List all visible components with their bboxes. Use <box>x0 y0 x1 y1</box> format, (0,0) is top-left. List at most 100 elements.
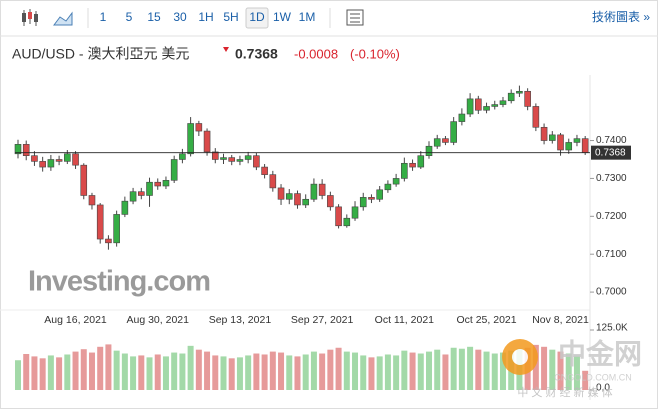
volume-bar <box>228 358 235 390</box>
candle-body <box>491 104 499 107</box>
y-tick-label: 0.7200 <box>596 211 627 222</box>
volume-bar <box>47 355 54 390</box>
volume-bar <box>286 355 293 390</box>
volume-bar <box>384 354 391 390</box>
candle-body <box>581 138 589 153</box>
candle-body <box>532 106 540 128</box>
volume-bar <box>532 344 539 390</box>
tech-chart-link[interactable]: 技術圖表 » <box>592 10 650 24</box>
candle-body <box>244 155 252 160</box>
volume-bar <box>582 370 589 390</box>
volume-bar <box>360 355 367 390</box>
volume-bar <box>475 349 482 390</box>
y-tick-label: 0.7300 <box>596 173 627 184</box>
interval-button[interactable]: 5H <box>223 10 238 24</box>
logo-domain: CNGOLD.COM.CN <box>554 372 632 382</box>
volume-bar <box>458 348 465 390</box>
candle-body <box>458 113 466 122</box>
candle-body <box>228 157 236 162</box>
candle-body <box>302 198 310 206</box>
candle-body <box>417 155 425 168</box>
interval-bar: 1 5 15 30 1H 5H 1D 1W 1M <box>100 7 316 29</box>
candle-body <box>359 197 367 208</box>
logo-name: 中金网 <box>558 337 642 369</box>
interval-button[interactable]: 30 <box>173 10 187 24</box>
volume-bar <box>261 354 268 390</box>
candle-body <box>88 195 96 206</box>
candle-body <box>425 145 433 156</box>
interval-button[interactable]: 1 <box>100 10 107 24</box>
volume-bar <box>31 356 38 390</box>
down-arrow <box>223 47 229 52</box>
volume-bar <box>278 352 285 390</box>
candle-body <box>105 238 112 244</box>
x-tick-label: Oct 11, 2021 <box>375 314 435 326</box>
volume-bar <box>146 357 153 390</box>
symbol: AUD/USD - 澳大利亞元 美元 <box>12 46 189 62</box>
candle-body <box>466 98 474 115</box>
candle-body <box>220 157 227 160</box>
candle-body <box>327 195 334 208</box>
volume-bar <box>171 352 178 390</box>
x-tick-label: Aug 30, 2021 <box>126 314 189 326</box>
price: 0.7368 <box>235 46 278 62</box>
candle-body <box>368 197 375 200</box>
area-icon[interactable] <box>53 11 73 26</box>
volume-bar <box>269 351 276 390</box>
candle-body <box>211 151 219 160</box>
watermark: Investing.com <box>28 266 210 298</box>
candle-body <box>47 159 55 168</box>
volume-bar <box>541 346 548 390</box>
volume-bar <box>335 347 342 390</box>
candle-body <box>392 178 400 185</box>
interval-button[interactable]: 5 <box>126 10 133 24</box>
volume-bar <box>442 354 449 390</box>
candle-body <box>170 159 178 181</box>
candle-body <box>384 183 392 191</box>
volume-bar <box>220 356 227 390</box>
table-icon[interactable] <box>346 9 364 26</box>
candle-body <box>335 206 342 227</box>
volume-bar <box>491 353 498 390</box>
candle-body <box>129 191 137 202</box>
candle-body <box>450 121 457 143</box>
candle-icon[interactable] <box>22 9 38 26</box>
interval-button[interactable]: 1W <box>273 10 292 24</box>
interval-button[interactable]: 1H <box>198 10 213 24</box>
volume-bar <box>253 353 260 390</box>
volume-bar <box>302 354 309 390</box>
volume-bar <box>64 354 71 390</box>
interval-active <box>245 7 269 29</box>
candle-body <box>540 126 548 141</box>
candle-body <box>96 204 104 240</box>
interval-button[interactable]: 1M <box>299 10 316 24</box>
volume-bar <box>368 357 375 390</box>
volume-bar <box>352 352 359 390</box>
candle-body <box>277 187 285 200</box>
volume-bar <box>23 354 30 390</box>
logo: 中金网 CNGOLD.COM.CN 中 文 财 经 新 媒 体 <box>502 337 642 399</box>
volume-bar <box>121 353 128 390</box>
candle-body <box>310 183 318 200</box>
candle-body <box>401 162 408 179</box>
volume-bar <box>417 353 424 390</box>
last-price-label: 0.7368 <box>595 147 626 158</box>
volume-bar <box>113 350 120 390</box>
interval-button[interactable]: 15 <box>147 10 161 24</box>
candle-body <box>524 90 531 107</box>
candle-body <box>22 144 30 156</box>
candle-body <box>483 106 490 111</box>
volume-bar <box>162 356 169 390</box>
volume-tick-label: 0.0 <box>596 383 610 394</box>
x-tick-label: Oct 25, 2021 <box>456 314 516 326</box>
candle-body <box>195 123 203 132</box>
volume-bar <box>130 356 137 390</box>
candle-body <box>236 159 244 162</box>
interval-button[interactable]: 1D <box>249 10 265 24</box>
y-tick-label: 0.7400 <box>596 135 627 146</box>
volume-bar <box>319 353 326 390</box>
candle-body <box>146 181 153 196</box>
volume-bar <box>549 349 556 390</box>
candle-body <box>351 206 359 219</box>
volume-bar <box>204 351 211 390</box>
